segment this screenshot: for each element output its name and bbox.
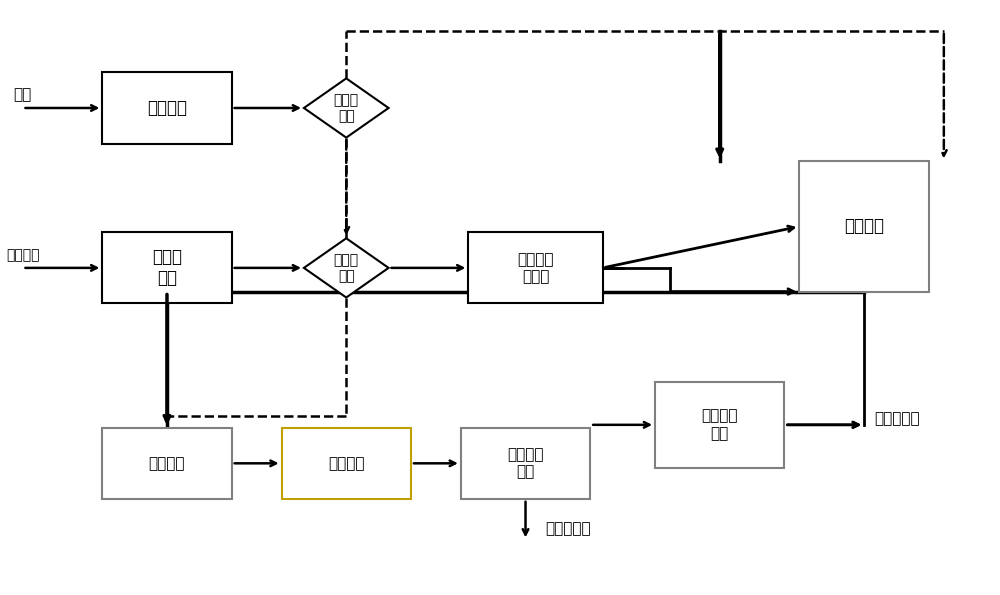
Text: 气体排出物: 气体排出物 [874, 411, 920, 427]
FancyBboxPatch shape [468, 233, 603, 303]
Text: 预处理
装置: 预处理 装置 [152, 249, 182, 287]
FancyBboxPatch shape [282, 428, 411, 499]
Text: 第一换
热器: 第一换 热器 [334, 253, 359, 283]
FancyBboxPatch shape [102, 428, 232, 499]
Text: 液体排出物: 液体排出物 [545, 521, 591, 536]
FancyBboxPatch shape [102, 73, 232, 143]
Text: 第二换
热器: 第二换 热器 [334, 93, 359, 123]
Text: 导热油加
热装置: 导热油加 热装置 [517, 252, 554, 284]
FancyBboxPatch shape [655, 382, 784, 468]
Polygon shape [304, 238, 389, 298]
FancyBboxPatch shape [102, 233, 232, 303]
Text: 降压装置: 降压装置 [328, 456, 364, 471]
Text: 冷却装置: 冷却装置 [149, 456, 185, 471]
Text: 有机废水: 有机废水 [6, 248, 39, 262]
Text: 反应装置: 反应装置 [844, 217, 884, 236]
FancyBboxPatch shape [799, 161, 929, 292]
FancyBboxPatch shape [461, 428, 590, 499]
Polygon shape [304, 79, 389, 137]
Text: 尾气处理
装置: 尾气处理 装置 [701, 409, 738, 441]
Text: 制氧装置: 制氧装置 [147, 99, 187, 117]
Text: 空气: 空气 [13, 87, 32, 102]
Text: 气液分离
装置: 气液分离 装置 [507, 447, 544, 480]
